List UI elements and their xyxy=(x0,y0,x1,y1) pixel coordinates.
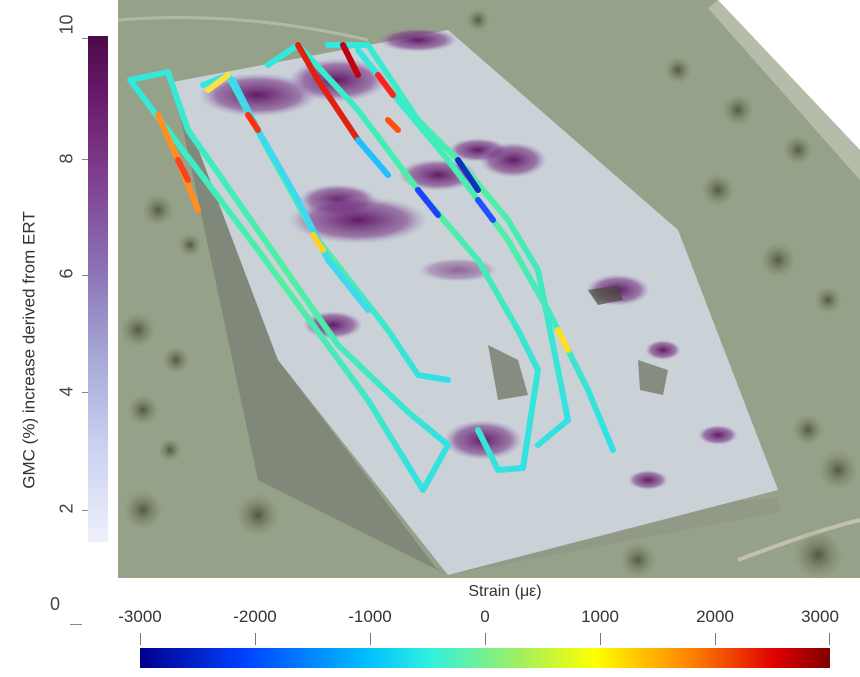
strain-tick--2000: -2000 xyxy=(233,607,277,626)
strain-tickmark xyxy=(600,633,601,645)
strain-tick-2000: 2000 xyxy=(696,607,734,626)
gmc-tick-8: 8 xyxy=(56,153,77,164)
strain-fiber-paths xyxy=(127,42,616,493)
gmc-colorbar xyxy=(88,36,108,542)
gmc-tick-6: 6 xyxy=(56,268,77,279)
strain-tick-1000: 1000 xyxy=(581,607,619,626)
gmc-tickmark xyxy=(82,275,88,276)
gmc-tick-10: 10 xyxy=(56,14,77,35)
gmc-tick-4: 4 xyxy=(56,386,77,397)
gmc-colorbar-title: GMC (%) increase derived from ERT xyxy=(20,211,40,489)
strain-tick-0: 0 xyxy=(480,607,490,626)
strain-tickmark xyxy=(829,633,830,645)
trees xyxy=(120,8,858,578)
strain-tickmark xyxy=(715,633,716,645)
strain-tickmark xyxy=(140,633,141,645)
gmc-tickmark xyxy=(82,510,88,511)
strain-tickmark xyxy=(485,633,486,645)
gmc-tickmark xyxy=(82,159,88,160)
gmc-tick-2: 2 xyxy=(56,503,77,514)
gmc-tickmark xyxy=(70,624,82,625)
strain-tickmark xyxy=(255,633,256,645)
ert-block-side xyxy=(173,82,448,575)
gmc-tickmark xyxy=(82,38,88,39)
strain-tickmark xyxy=(370,633,371,645)
strain-tick--3000: -3000 xyxy=(118,607,162,626)
3d-scene-viewport[interactable] xyxy=(118,0,860,578)
gmc-tick-0: 0 xyxy=(50,594,61,614)
scene-graphic xyxy=(118,0,860,578)
ert-surface xyxy=(173,28,778,575)
strain-tick-3000: 3000 xyxy=(801,607,839,626)
gmc-tickmark xyxy=(82,392,88,393)
strain-tick--1000: -1000 xyxy=(348,607,392,626)
strain-colorbar xyxy=(140,648,830,668)
strain-colorbar-title: Strain (με) xyxy=(468,583,542,600)
